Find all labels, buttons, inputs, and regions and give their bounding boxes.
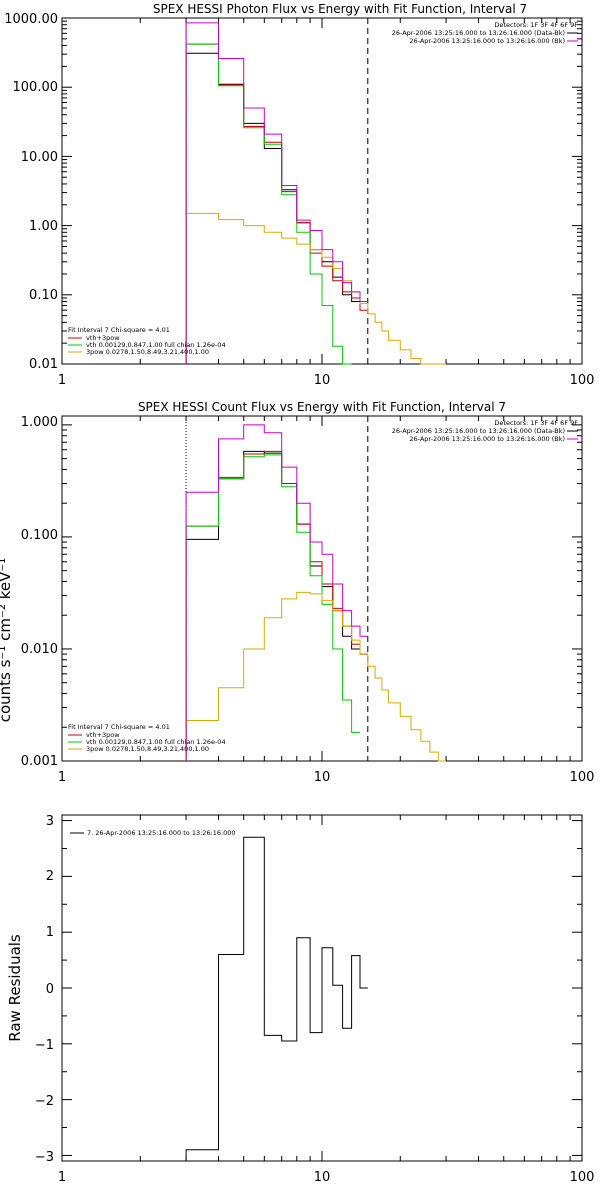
residuals-ticks — [61, 815, 583, 1161]
count-flux-series-data — [185, 450, 368, 761]
count-flux-series-vth — [185, 454, 360, 761]
residuals-ytick-label-3: 3 — [46, 814, 54, 829]
photon-flux-bk-interval-label: 26-Apr-2006 13:25:16.000 to 13:26:16.000… — [409, 37, 565, 45]
photon-flux-xtick-label-10: 10 — [314, 373, 331, 388]
residuals-xtick-label-10: 10 — [314, 1170, 331, 1185]
photon-flux-series — [185, 18, 447, 365]
count-flux-ytick-label-0.001: 0.001 — [21, 754, 58, 769]
residuals-series-residuals — [185, 836, 368, 1161]
residuals-ytick-label-1: 1 — [46, 925, 54, 940]
count-flux-data-interval-label: 26-Apr-2006 13:25:16.000 to 13:26:16.000… — [392, 427, 565, 435]
photon-flux-xtick-label-1: 1 — [58, 373, 66, 388]
count-flux-series-vth-3pow — [185, 450, 368, 761]
count-flux-detectors-label: Detectors: 1F 3F 4F 6F 9F — [494, 419, 578, 427]
count-flux-ytick-label-1.000: 1.000 — [21, 415, 58, 430]
photon-flux-series-data — [185, 52, 360, 364]
residuals-xtick-label-100: 100 — [570, 1170, 595, 1185]
photon-flux-title: SPEX HESSI Photon Flux vs Energy with Fi… — [153, 2, 527, 16]
count-flux-series — [185, 416, 447, 762]
residuals-ytick-label-minus3: −3 — [35, 1150, 54, 1165]
photon-flux-ytick-label-1.00: 1.00 — [29, 219, 58, 234]
photon-flux-data-interval-label: 26-Apr-2006 13:25:16.000 to 13:26:16.000… — [392, 29, 565, 37]
residuals-ytick-label-0: 0 — [46, 982, 54, 997]
photon-flux-fit-label-3pow: 3pow 0.0278,1.50,8.49,3.21,400,1.00 — [86, 348, 209, 356]
photon-flux-ticks — [61, 17, 583, 365]
count-flux-panel: SPEX HESSI Count Flux vs Energy with Fit… — [0, 400, 594, 785]
count-flux-ytick-label-0.010: 0.010 — [21, 642, 58, 657]
count-flux-fit-label-3pow: 3pow 0.0278,1.50,8.49,3.21,400,1.00 — [86, 745, 209, 753]
count-flux-ytick-label-0.100: 0.100 — [21, 528, 58, 543]
count-flux-xtick-label-10: 10 — [314, 770, 331, 785]
count-flux-y-axis-label: counts s⁻¹ cm⁻² keV⁻¹ — [0, 558, 14, 723]
residuals-series — [185, 836, 368, 1161]
photon-flux-ytick-label-1000.00: 1000.00 — [4, 12, 58, 27]
photon-flux-xtick-label-100: 100 — [570, 373, 595, 388]
photon-flux-ytick-label-100.00: 100.00 — [13, 80, 59, 95]
photon-flux-series-vth — [185, 43, 352, 365]
photon-flux-plot-frame — [61, 17, 583, 365]
count-flux-title: SPEX HESSI Count Flux vs Energy with Fit… — [138, 400, 506, 414]
photon-flux-fit-label-vth3pow: vth+3pow — [86, 334, 120, 342]
residuals-ytick-label-minus2: −2 — [35, 1094, 54, 1109]
count-flux-fit-label-vth: vth 0.00129,0.847,1.00 full chian 1.26e-… — [86, 738, 226, 746]
count-flux-xtick-label-100: 100 — [570, 770, 595, 785]
count-flux-bk-interval-label: 26-Apr-2006 13:25:16.000 to 13:26:16.000… — [409, 435, 565, 443]
residuals-ytick-label-2: 2 — [46, 869, 54, 884]
count-flux-xtick-label-1: 1 — [58, 770, 66, 785]
photon-flux-fit-interval-label: Fit Interval 7 Chi-square = 4.01 — [68, 326, 170, 334]
residuals-y-axis-label: Raw Residuals — [6, 934, 24, 1042]
photon-flux-detectors-label: Detectors: 1F 3F 4F 6F 9F — [494, 21, 578, 29]
count-flux-fit-interval-label: Fit Interval 7 Chi-square = 4.01 — [68, 723, 170, 731]
residuals-panel: 1 10 100 3 2 1 0 −1 −2 −3 Raw Residuals … — [6, 814, 594, 1185]
photon-flux-ytick-label-0.01: 0.01 — [29, 357, 58, 372]
photon-flux-series-3pow — [185, 212, 447, 365]
count-flux-series-background — [185, 424, 368, 761]
photon-flux-panel: SPEX HESSI Photon Flux vs Energy with Fi… — [4, 2, 594, 388]
residuals-xtick-label-1: 1 — [58, 1170, 66, 1185]
photon-flux-ytick-label-0.10: 0.10 — [29, 288, 58, 303]
photon-flux-series-background — [185, 22, 368, 364]
photon-flux-series-vth-3pow — [185, 43, 368, 364]
photon-flux-ytick-label-10.00: 10.00 — [21, 150, 58, 165]
residuals-legend-label: 7. 26-Apr-2006 13:25:16.000 to 13:26:16.… — [87, 829, 236, 837]
count-flux-series-3pow — [185, 591, 447, 762]
count-flux-fit-label-vth3pow: vth+3pow — [86, 731, 120, 739]
count-flux-ticks — [61, 416, 583, 762]
photon-flux-fit-label-vth: vth 0.00129,0.847,1.00 full chian 1.26e-… — [86, 341, 226, 349]
residuals-ytick-label-minus1: −1 — [35, 1038, 54, 1053]
